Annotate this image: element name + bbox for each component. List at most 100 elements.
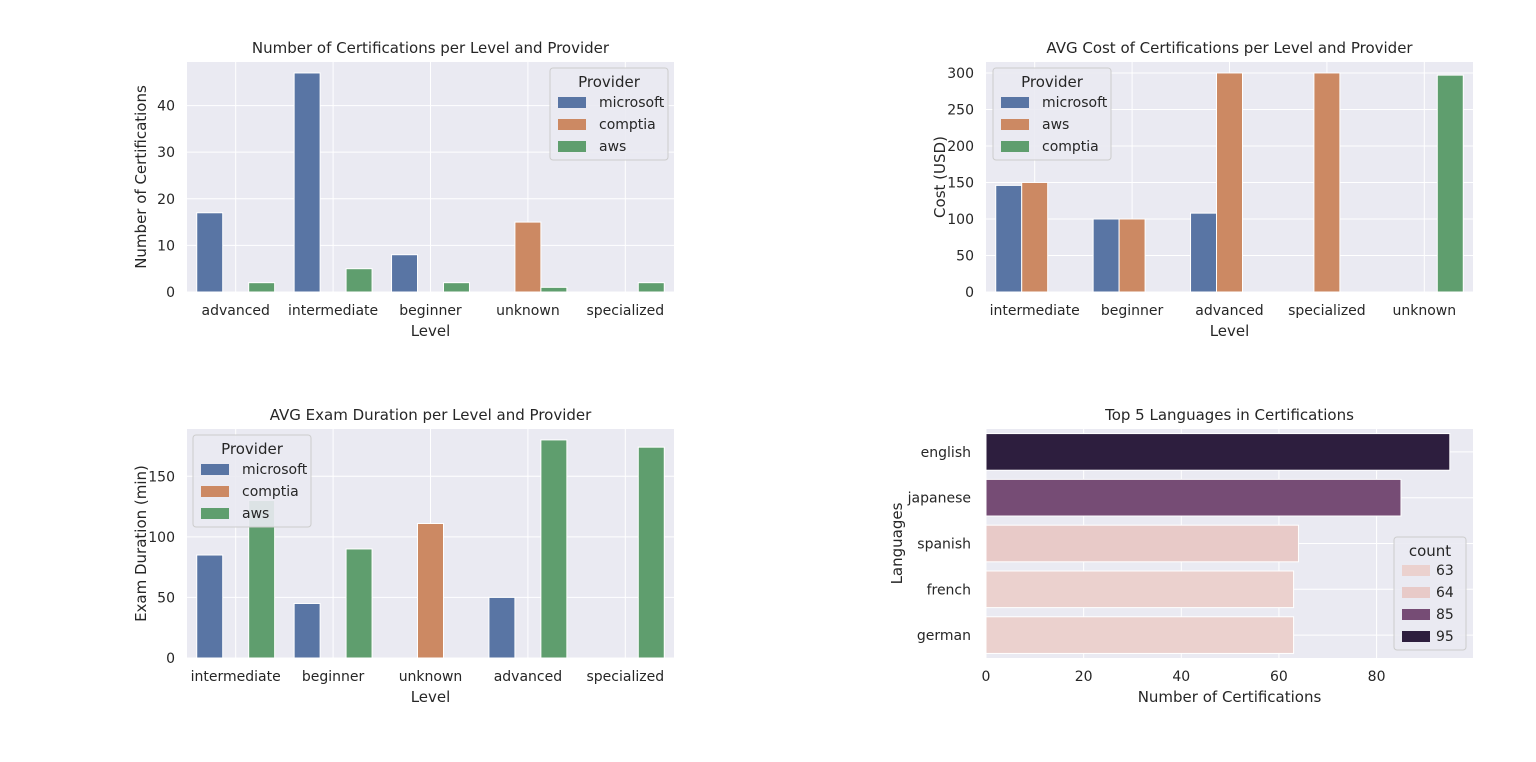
legend-swatch-aws <box>1001 119 1029 130</box>
legend-label: comptia <box>1042 139 1099 155</box>
y-tick-label: 20 <box>157 192 175 208</box>
legend-swatch-comptia <box>201 486 229 497</box>
legend: Provider microsoft comptia aws <box>192 434 312 528</box>
bar-microsoft-intermediate <box>196 554 224 659</box>
bar-comptia-unknown <box>514 221 542 293</box>
legend-swatch-63 <box>1402 565 1430 576</box>
bar-aws-specialized <box>637 446 665 659</box>
y-tick-label: 50 <box>956 248 974 264</box>
y-tick-label: german <box>917 628 971 644</box>
x-tick-label: 60 <box>1270 669 1288 685</box>
legend-title: Provider <box>1021 73 1084 91</box>
legend-swatch-aws <box>201 508 229 519</box>
x-tick-label: advanced <box>201 303 269 319</box>
legend-label: 95 <box>1436 629 1454 645</box>
legend-label: comptia <box>599 117 656 133</box>
x-tick-label: advanced <box>494 669 562 685</box>
x-tick-label: intermediate <box>990 303 1080 319</box>
x-axis-label: Level <box>1210 322 1250 340</box>
legend: count 63 64 85 95 <box>1393 536 1467 651</box>
legend-swatch-95 <box>1402 631 1430 642</box>
y-tick-label: 200 <box>947 139 974 155</box>
bar-aws-beginner <box>345 548 373 659</box>
legend-swatch-microsoft <box>558 97 586 108</box>
bar-microsoft-beginner <box>1092 218 1120 293</box>
x-tick-label: specialized <box>587 669 665 685</box>
x-tick-label: specialized <box>1288 303 1366 319</box>
bar-comptia-unknown <box>1436 74 1464 293</box>
x-tick-label: beginner <box>399 303 462 319</box>
bar-aws-intermediate <box>1021 181 1049 293</box>
bar-aws-beginner <box>442 282 470 293</box>
bar-aws-specialized <box>1313 72 1341 293</box>
y-tick-label: french <box>927 582 971 598</box>
bar-microsoft-advanced <box>1190 212 1218 293</box>
legend-label: microsoft <box>242 462 308 478</box>
y-axis-label: Exam Duration (min) <box>132 465 150 622</box>
y-tick-label: 0 <box>965 285 974 301</box>
legend-label: microsoft <box>599 95 665 111</box>
legend-swatch-microsoft <box>1001 97 1029 108</box>
legend-box <box>992 67 1112 161</box>
y-tick-label: 40 <box>157 99 175 115</box>
chart-0: 0 10 20 30 40 advanced intermediate beginner unk… <box>132 39 674 340</box>
legend-label: 64 <box>1436 585 1454 601</box>
x-tick-label: unknown <box>496 303 560 319</box>
y-tick-label: 100 <box>947 212 974 228</box>
bar-microsoft-advanced <box>196 212 224 293</box>
bar-aws-advanced <box>1216 72 1243 293</box>
y-tick-label: spanish <box>917 537 971 553</box>
x-tick-label: 80 <box>1368 669 1386 685</box>
y-tick-label: 30 <box>157 145 175 161</box>
x-tick-label: beginner <box>1101 303 1164 319</box>
legend-swatch-aws <box>558 141 586 152</box>
bar-german <box>985 616 1295 654</box>
y-tick-label: japanese <box>907 491 971 507</box>
bar-microsoft-beginner <box>293 602 321 659</box>
legend-label: 63 <box>1436 563 1454 579</box>
x-tick-label: intermediate <box>191 669 281 685</box>
y-tick-label: 0 <box>166 651 175 667</box>
legend-label: microsoft <box>1042 95 1108 111</box>
x-tick-label: intermediate <box>288 303 378 319</box>
y-tick-label: 250 <box>947 102 974 118</box>
y-tick-label: 50 <box>157 590 175 606</box>
y-tick-label: english <box>921 445 971 461</box>
bar-japanese <box>985 478 1402 517</box>
legend-swatch-85 <box>1402 609 1430 620</box>
legend-label: comptia <box>242 484 299 500</box>
bar-aws-advanced <box>248 282 276 293</box>
chart-3: 0 20 40 60 80 english japanese spanish french ger… <box>888 406 1473 706</box>
bar-microsoft-intermediate <box>293 72 321 293</box>
x-axis-label: Number of Certifications <box>1138 688 1322 706</box>
y-axis-label: Languages <box>888 502 906 584</box>
x-tick-label: unknown <box>1392 303 1456 319</box>
y-tick-label: 10 <box>157 238 175 254</box>
legend-swatch-comptia <box>1001 141 1029 152</box>
x-tick-label: 20 <box>1075 669 1093 685</box>
legend: Provider microsoft comptia aws <box>549 67 669 161</box>
bar-english <box>985 433 1451 471</box>
legend-swatch-64 <box>1402 587 1430 598</box>
chart-title: AVG Cost of Certifications per Level and… <box>1046 39 1413 57</box>
x-tick-label: advanced <box>1195 303 1263 319</box>
y-axis-label: Number of Certifications <box>132 85 150 269</box>
legend-title: Provider <box>578 73 641 91</box>
x-axis-label: Level <box>411 688 451 706</box>
legend-label: 85 <box>1436 607 1454 623</box>
x-axis-label: Level <box>411 322 451 340</box>
legend-swatch-microsoft <box>201 464 229 475</box>
x-tick-label: unknown <box>399 669 463 685</box>
bar-comptia-unknown <box>417 523 444 659</box>
legend-swatch-comptia <box>558 119 586 130</box>
chart-title: Top 5 Languages in Certifications <box>1104 406 1354 424</box>
bar-aws-intermediate <box>345 268 373 293</box>
legend-title: Provider <box>221 440 284 458</box>
legend-title: count <box>1409 542 1451 560</box>
legend: Provider microsoft aws comptia <box>992 67 1112 161</box>
bar-spanish <box>985 524 1299 563</box>
y-tick-label: 150 <box>148 469 175 485</box>
y-tick-label: 150 <box>947 175 974 191</box>
bar-aws-advanced <box>540 439 568 659</box>
